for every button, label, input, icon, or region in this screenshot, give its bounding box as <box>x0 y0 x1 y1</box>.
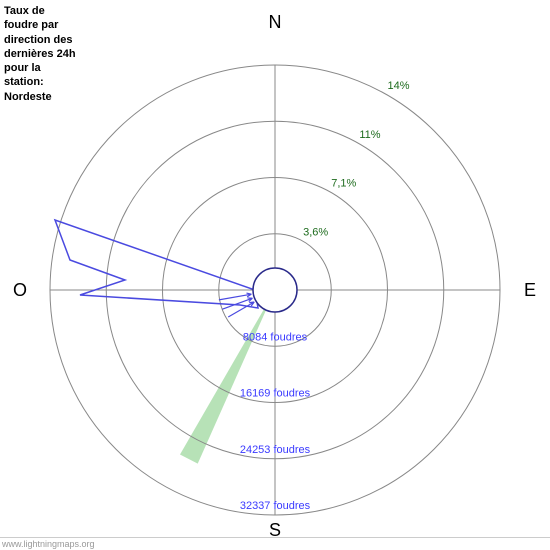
polar-chart: 3,6% 7,1% 11% 14% 8084 foudres 16169 foudres 2… <box>0 0 550 550</box>
data-polygon <box>55 220 258 308</box>
pct-label: 11% <box>359 129 380 141</box>
count-label: 32337 foudres <box>240 500 311 512</box>
pct-label: 7,1% <box>331 178 356 190</box>
count-label: 24253 foudres <box>240 444 311 456</box>
count-label: 8084 foudres <box>243 331 308 343</box>
center-circle <box>253 268 297 312</box>
cardinal-e: E <box>524 280 536 300</box>
green-wedge <box>180 290 275 464</box>
cardinal-o: O <box>13 280 27 300</box>
attribution: www.lightningmaps.org <box>0 537 550 550</box>
pct-label: 3,6% <box>303 226 328 238</box>
arrow-line <box>219 294 251 300</box>
pct-label: 14% <box>388 80 410 92</box>
count-label: 16169 foudres <box>240 388 311 400</box>
cardinal-n: N <box>269 12 282 32</box>
